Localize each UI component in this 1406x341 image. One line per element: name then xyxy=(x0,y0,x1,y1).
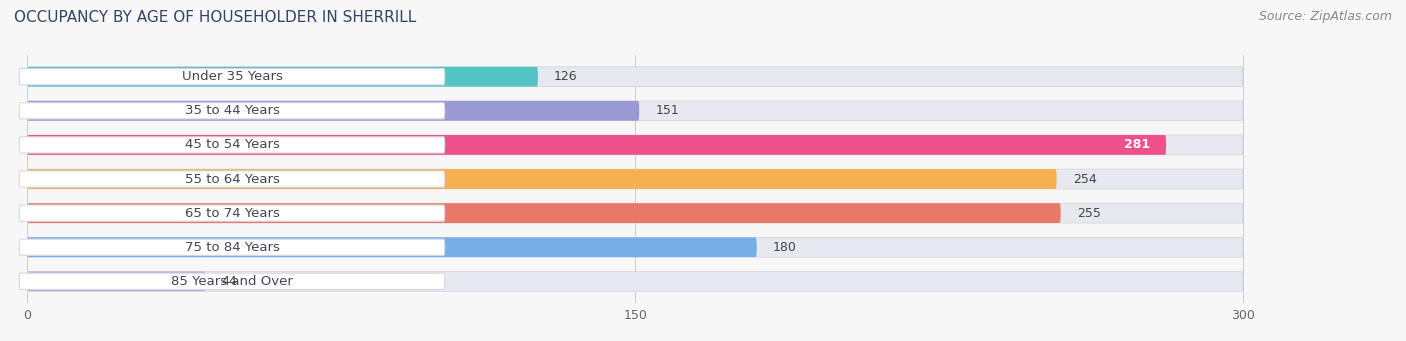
FancyBboxPatch shape xyxy=(27,237,1243,257)
Text: 254: 254 xyxy=(1073,173,1097,186)
FancyBboxPatch shape xyxy=(20,239,444,255)
Text: 55 to 64 Years: 55 to 64 Years xyxy=(184,173,280,186)
FancyBboxPatch shape xyxy=(20,171,444,187)
Text: 180: 180 xyxy=(773,241,797,254)
Text: 35 to 44 Years: 35 to 44 Years xyxy=(184,104,280,117)
FancyBboxPatch shape xyxy=(27,135,1243,155)
Text: Under 35 Years: Under 35 Years xyxy=(181,70,283,83)
FancyBboxPatch shape xyxy=(27,101,1243,121)
Text: OCCUPANCY BY AGE OF HOUSEHOLDER IN SHERRILL: OCCUPANCY BY AGE OF HOUSEHOLDER IN SHERR… xyxy=(14,10,416,25)
FancyBboxPatch shape xyxy=(27,203,1060,223)
Text: 255: 255 xyxy=(1077,207,1101,220)
Text: 85 Years and Over: 85 Years and Over xyxy=(172,275,292,288)
Text: 281: 281 xyxy=(1123,138,1150,151)
Text: Source: ZipAtlas.com: Source: ZipAtlas.com xyxy=(1258,10,1392,23)
FancyBboxPatch shape xyxy=(27,237,756,257)
FancyBboxPatch shape xyxy=(27,101,640,121)
FancyBboxPatch shape xyxy=(20,137,444,153)
FancyBboxPatch shape xyxy=(27,169,1057,189)
Text: 44: 44 xyxy=(222,275,238,288)
FancyBboxPatch shape xyxy=(27,67,538,87)
Text: 151: 151 xyxy=(655,104,679,117)
FancyBboxPatch shape xyxy=(27,135,1166,155)
FancyBboxPatch shape xyxy=(20,205,444,221)
FancyBboxPatch shape xyxy=(27,271,1243,291)
FancyBboxPatch shape xyxy=(20,69,444,85)
Text: 65 to 74 Years: 65 to 74 Years xyxy=(184,207,280,220)
FancyBboxPatch shape xyxy=(27,169,1243,189)
FancyBboxPatch shape xyxy=(27,67,1243,87)
Text: 126: 126 xyxy=(554,70,578,83)
Text: 75 to 84 Years: 75 to 84 Years xyxy=(184,241,280,254)
FancyBboxPatch shape xyxy=(27,271,205,291)
Text: 45 to 54 Years: 45 to 54 Years xyxy=(184,138,280,151)
FancyBboxPatch shape xyxy=(20,273,444,290)
FancyBboxPatch shape xyxy=(27,203,1243,223)
FancyBboxPatch shape xyxy=(20,103,444,119)
